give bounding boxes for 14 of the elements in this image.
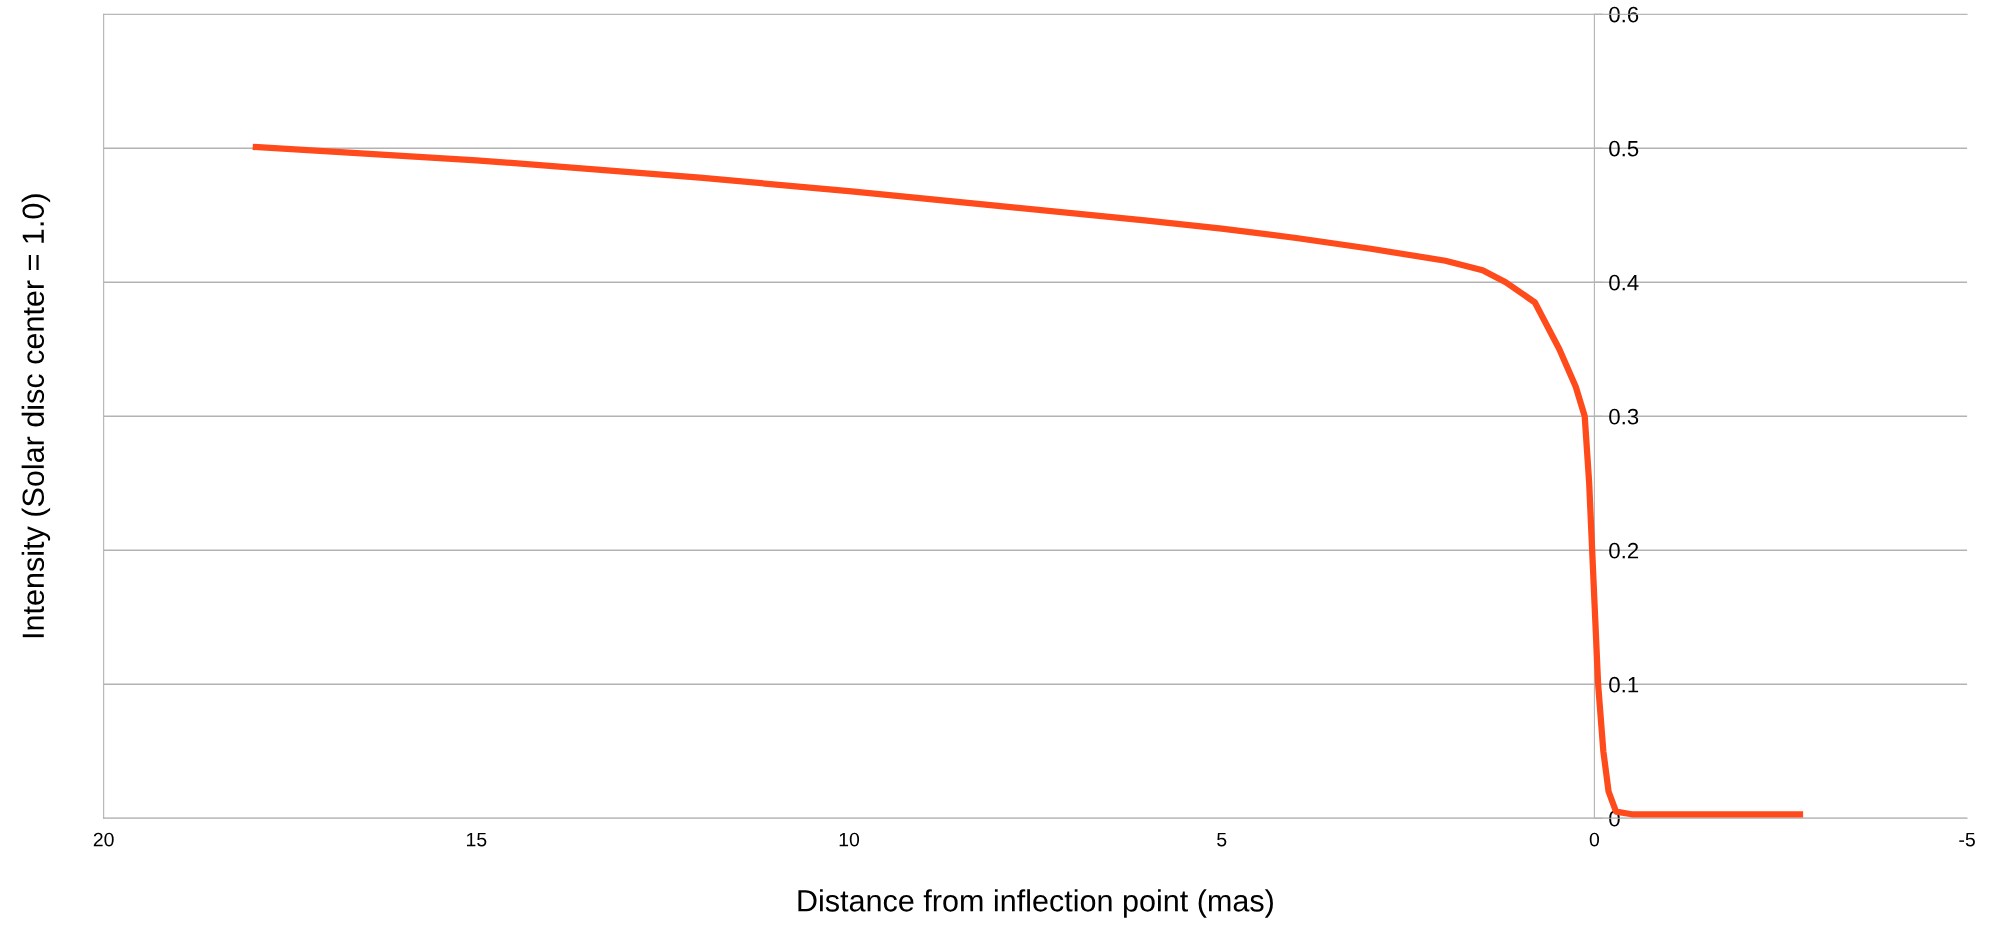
y-axis-title: Intensity (Solar disc center = 1.0) bbox=[21, 194, 51, 638]
y-tick-label: 0.5 bbox=[1609, 140, 1639, 157]
x-tick-label: 20 bbox=[93, 832, 114, 847]
x-tick-label: 5 bbox=[1217, 832, 1227, 847]
y-tick-label: 0.3 bbox=[1609, 408, 1639, 425]
y-tick-label: 0.6 bbox=[1609, 6, 1639, 23]
y-tick-label: 0.1 bbox=[1609, 676, 1639, 693]
x-tick-label: 15 bbox=[467, 832, 487, 847]
x-tick-label: -5 bbox=[1959, 832, 1975, 847]
x-tick-label: 0 bbox=[1589, 832, 1600, 847]
y-tick-label: 0.2 bbox=[1609, 542, 1639, 559]
x-axis-title: Distance from inflection point (mas) bbox=[798, 889, 1273, 918]
x-tick-label: 10 bbox=[839, 832, 860, 847]
y-tick-label: 0.4 bbox=[1609, 274, 1639, 291]
